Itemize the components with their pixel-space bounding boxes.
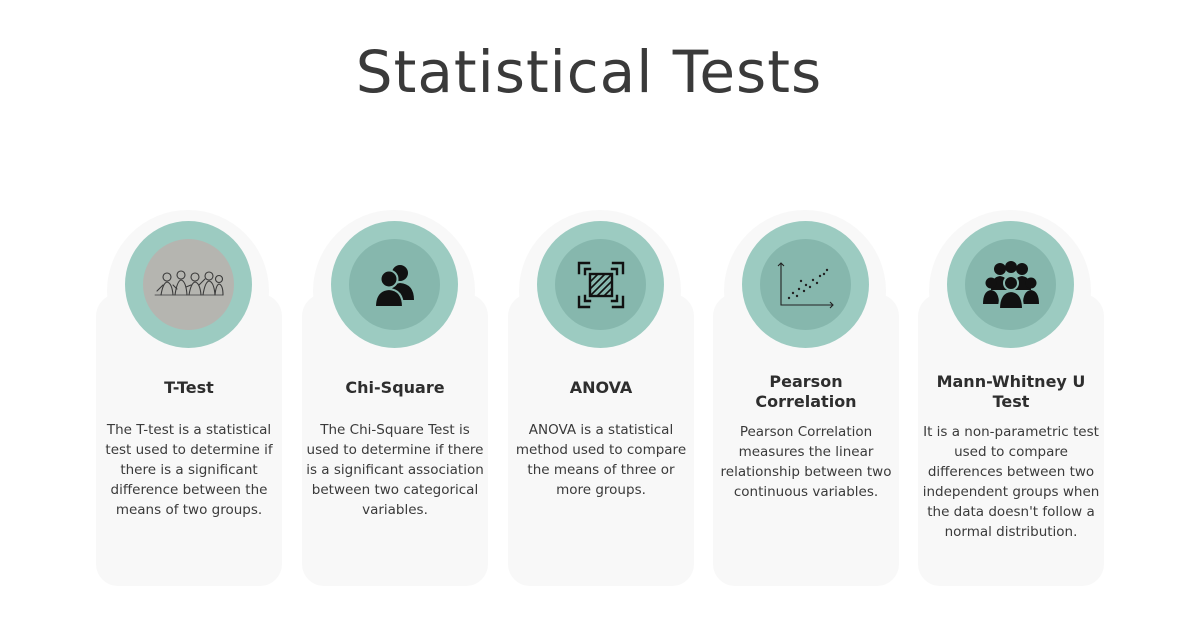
card-mann-whitney-u-test: Mann-Whitney U Test It is a non-parametr… (918, 210, 1104, 588)
scatter-plot-icon (760, 239, 851, 330)
focus-frame-icon (555, 239, 646, 330)
icon-ring (331, 221, 458, 348)
card-description: ANOVA is a statistical method used to co… (515, 422, 687, 498)
group-icon (965, 239, 1056, 330)
card-title: Chi-Square (345, 378, 445, 397)
icon-ring (125, 221, 252, 348)
two-users-icon (349, 239, 440, 330)
card-chi-square: Chi-Square The Chi-Square Test is used t… (302, 210, 488, 588)
card-title: Mann-Whitney U Test (936, 372, 1086, 411)
card-title: Pearson Correlation (755, 372, 857, 411)
icon-ring (742, 221, 869, 348)
card-anova: ANOVA ANOVA is a statistical method used… (508, 210, 694, 588)
card-description: It is a non-parametric test used to comp… (922, 424, 1100, 540)
page-title: Statistical Tests (355, 38, 823, 106)
card-title: T-Test (164, 378, 214, 397)
card-description: The Chi-Square Test is used to determine… (306, 422, 484, 518)
card-title: ANOVA (569, 378, 633, 397)
people-sketch-icon (143, 239, 234, 330)
card-pearson-correlation: Pearson Correlation Pearson Correlation … (713, 210, 899, 588)
card-description: The T-test is a statistical test used to… (105, 422, 273, 518)
card-description: Pearson Correlation measures the linear … (720, 424, 892, 500)
icon-ring (537, 221, 664, 348)
card-t-test: T-Test The T-test is a statistical test … (96, 210, 282, 588)
icon-ring (947, 221, 1074, 348)
